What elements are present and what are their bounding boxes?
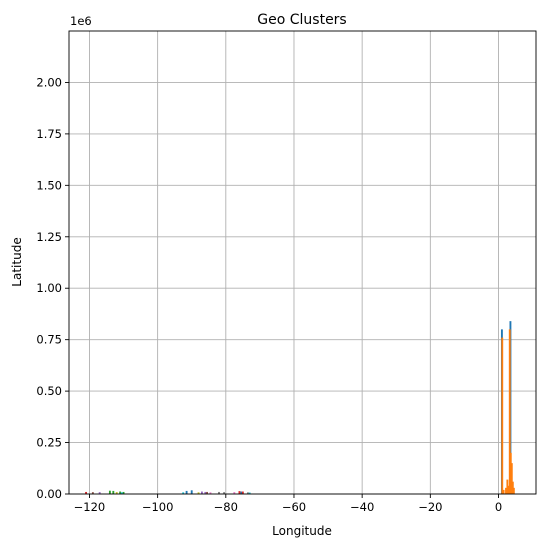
histogram-bar xyxy=(508,329,511,494)
chart-title: Geo Clusters xyxy=(257,12,346,28)
histogram-bar xyxy=(190,490,193,494)
histogram-bar xyxy=(209,492,212,494)
histogram-bar xyxy=(182,492,185,494)
y-tick-label: 1.75 xyxy=(36,127,62,141)
histogram-bar xyxy=(122,491,125,494)
histogram-bar xyxy=(206,491,208,494)
histogram-bar xyxy=(85,491,87,494)
histogram-bar xyxy=(501,337,504,494)
y-axis-offset-text: 1e6 xyxy=(70,14,92,28)
histogram-bar xyxy=(506,479,509,494)
histogram-bar xyxy=(233,492,236,494)
y-axis-label: Latitude xyxy=(10,237,24,286)
histogram-bar xyxy=(247,492,249,494)
histogram-bar xyxy=(120,492,123,494)
y-tick-label: 0.75 xyxy=(36,333,62,347)
histogram-bar xyxy=(112,490,115,494)
y-tick-label: 1.25 xyxy=(36,230,62,244)
histogram-bar xyxy=(509,452,512,494)
histogram-bar xyxy=(185,490,188,494)
y-axis-ticks: 0.00 0.25 0.50 0.75 1.00 1.25 1.50 1.75 2.00 xyxy=(36,75,69,501)
x-tick-label: −80 xyxy=(214,500,238,514)
histogram-bar xyxy=(108,490,111,494)
bars-layer xyxy=(85,321,515,494)
x-tick-label: −20 xyxy=(418,500,442,514)
x-tick-label: −120 xyxy=(74,500,106,514)
axes-spines xyxy=(68,30,537,495)
plot-area: −120 −100 −80 −60 −40 −20 0 0.00 0.25 0.50 0.75 1.… xyxy=(36,30,537,514)
x-tick-label: 0 xyxy=(495,500,502,514)
histogram-bar xyxy=(507,485,510,494)
plot-frame xyxy=(68,30,537,495)
y-tick-label: 0.50 xyxy=(36,384,62,398)
histogram-bar xyxy=(248,492,251,494)
histogram-bar xyxy=(223,492,226,494)
x-axis-label: Longitude xyxy=(272,524,332,538)
x-tick-label: −100 xyxy=(142,500,174,514)
histogram-bar xyxy=(511,481,514,494)
histogram-bar xyxy=(197,492,200,494)
histogram-bar xyxy=(218,491,220,494)
histogram-bar xyxy=(238,491,241,494)
histogram-bar xyxy=(512,487,515,494)
histogram-bar xyxy=(240,491,243,494)
histogram-bar xyxy=(201,491,203,494)
histogram-bar xyxy=(502,489,505,494)
y-tick-label: 0.25 xyxy=(36,436,62,450)
histogram-bar xyxy=(510,463,513,494)
x-axis-ticks: −120 −100 −80 −60 −40 −20 0 xyxy=(74,494,502,514)
histogram-bar xyxy=(119,491,122,494)
histogram-bar xyxy=(204,491,207,494)
y-tick-label: 1.50 xyxy=(36,178,62,192)
y-tick-label: 1.00 xyxy=(36,281,62,295)
x-tick-label: −60 xyxy=(282,500,306,514)
histogram-bar xyxy=(98,492,101,494)
histogram-bar xyxy=(91,492,94,494)
histogram-bar xyxy=(241,491,244,494)
histogram-bar xyxy=(505,487,507,494)
histogram-bar xyxy=(115,492,118,494)
y-tick-label: 2.00 xyxy=(36,75,62,89)
x-tick-label: −40 xyxy=(350,500,374,514)
y-tick-label: 0.00 xyxy=(36,487,62,501)
